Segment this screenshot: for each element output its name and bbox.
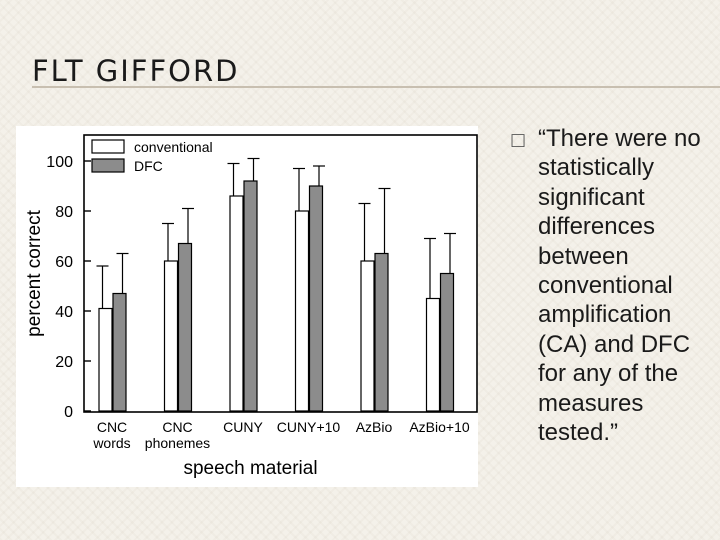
bar-conventional [360,260,375,412]
bar-conventional [229,195,244,412]
x-axis-label: speech material [183,458,317,479]
bar-dfc [308,185,324,412]
x-tick-label: CUNY+10 [277,419,341,435]
bar-conventional [294,210,310,412]
legend-label: DFC [134,158,163,174]
y-tick-label: 0 [64,404,73,421]
x-tick-label: phonemes [145,435,210,451]
x-tick-label: words [92,435,130,451]
x-tick-label: CUNY [223,419,263,435]
bar-conventional [163,260,179,412]
legend-label: conventional [134,139,213,155]
x-tick-label: AzBio [356,419,393,435]
x-tick-label: CNC [97,419,127,435]
x-tick-label: AzBio+10 [409,419,470,435]
x-tick-label: CNC [162,419,192,435]
slide-title: FLT GIFFORD [32,54,240,88]
bar-conventional [425,297,441,412]
bar-dfc [243,180,258,412]
box-bullet-icon: □ [510,130,527,150]
y-tick-label: 100 [46,154,73,171]
y-tick-label: 40 [55,304,73,321]
bar-dfc [439,272,455,412]
bar-conventional [98,307,113,412]
chart-figure: 0 20 40 60 80 100 percent correct CNC words CNC ph… [16,126,478,487]
bar-dfc [177,242,193,412]
legend-swatch-dfc [91,158,125,173]
y-tick-label: 80 [55,204,73,221]
y-tick-label: 20 [55,354,73,371]
title-divider [32,86,720,88]
y-tick-label: 60 [55,254,73,271]
legend-swatch-conventional [91,139,125,154]
plot-frame [83,134,478,413]
bar-dfc [112,292,127,412]
bullet-text: “There were no statistically significant… [538,125,701,447]
bar-dfc [374,252,389,412]
y-axis-label: percent correct [24,209,45,336]
